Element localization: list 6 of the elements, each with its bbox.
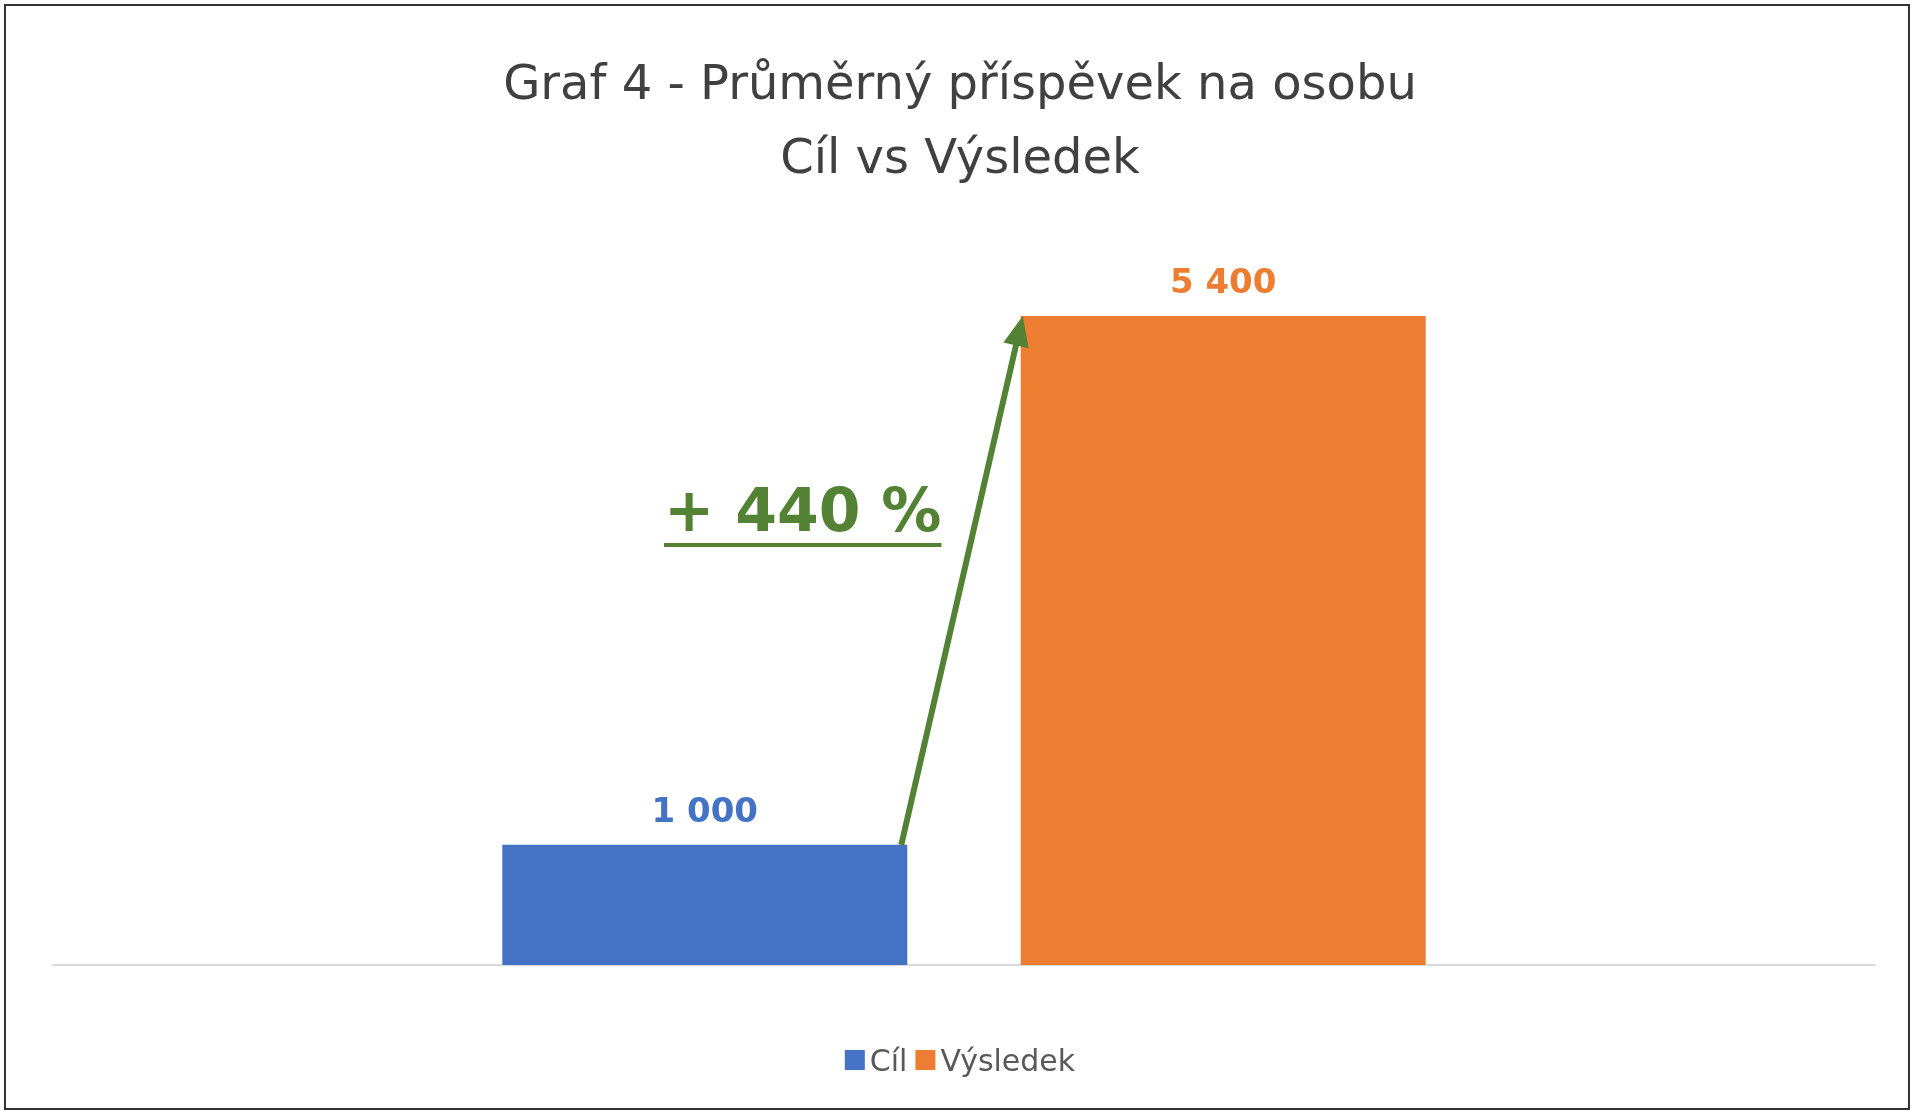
- legend-label: Cíl: [869, 1042, 908, 1078]
- data-label: 5 400: [1169, 261, 1277, 302]
- data-label: 1 000: [651, 789, 759, 830]
- chart-title: Graf 4 - Průměrný příspěvek na osobu Cíl vs Výsledek: [503, 54, 1417, 184]
- legend-label: Výsledek: [940, 1042, 1076, 1078]
- annotation: + 440 %: [664, 475, 942, 546]
